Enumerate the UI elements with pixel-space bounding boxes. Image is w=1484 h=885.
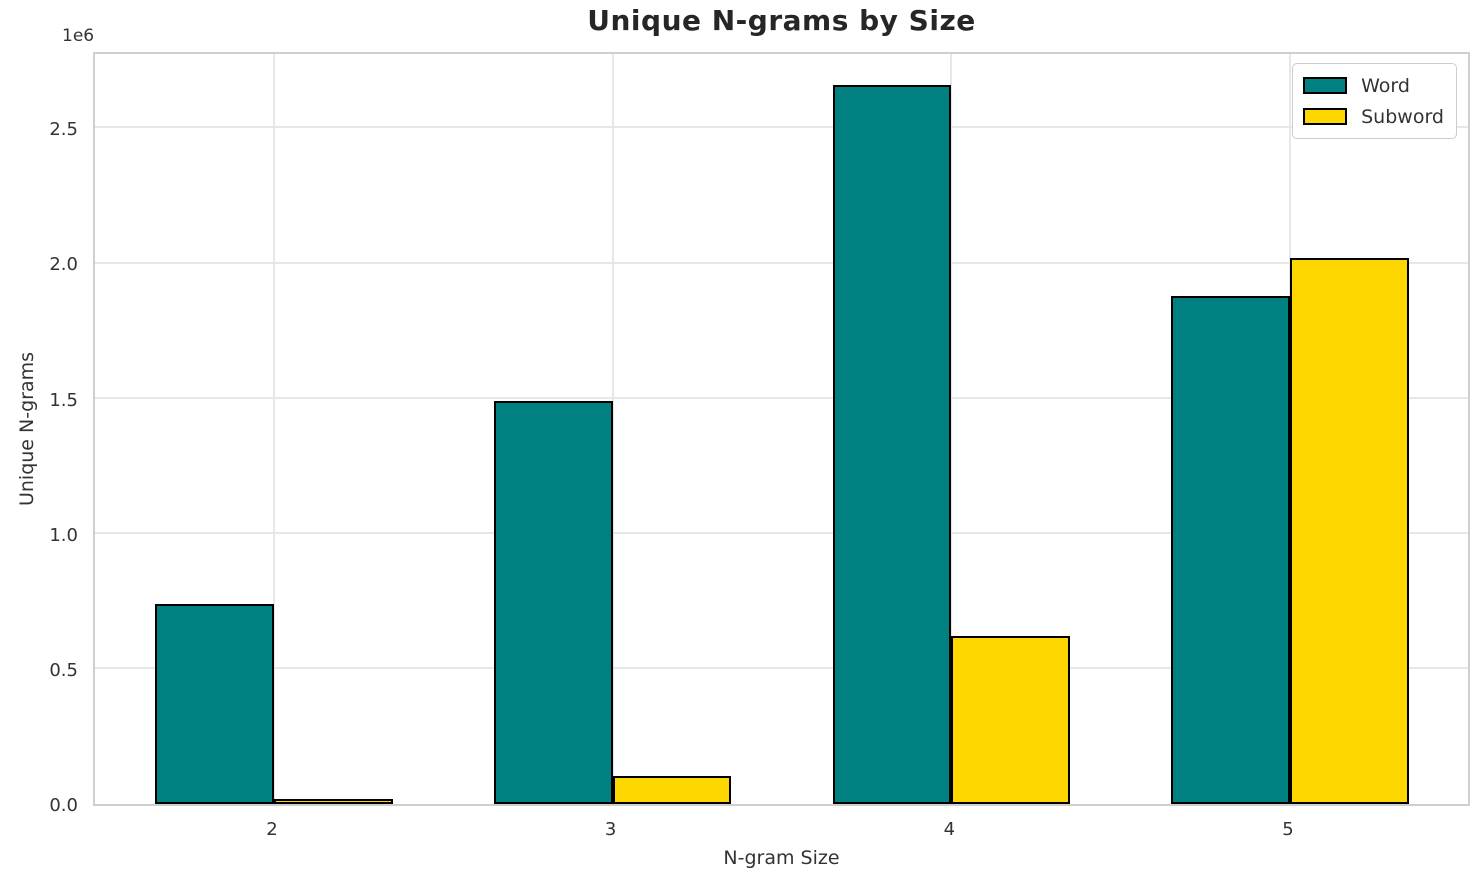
gridline-horizontal [95,126,1468,129]
bar-word-2 [155,604,274,804]
legend-swatch-subword [1303,108,1348,125]
y-tick-label: 0.0 [49,795,78,816]
y-tick-label: 2.5 [49,119,78,141]
x-tick-label: 2 [266,819,278,840]
legend-item-subword: Subword [1303,101,1444,132]
y-tick-label: 1.5 [49,389,78,411]
y-tick-label: 2.0 [49,254,78,276]
bar-word-4 [832,85,952,804]
gridline-horizontal [95,531,1468,534]
bar-subword-4 [951,636,1070,804]
legend-item-word: Word [1303,70,1444,101]
y-axis-label: Unique N-grams [16,351,38,507]
legend: Word Subword [1292,63,1457,139]
x-tick-label: 5 [1282,819,1294,840]
gridline-horizontal [95,396,1468,399]
legend-label-subword: Subword [1361,105,1444,128]
bar-subword-3 [612,775,732,804]
bar-subword-5 [1289,258,1409,804]
legend-swatch-word [1303,77,1348,94]
y-tick-label: 0.5 [49,659,78,681]
gridline-vertical [272,54,275,804]
gridline-vertical [611,54,614,804]
bar-word-5 [1171,295,1290,804]
gridline-horizontal [95,666,1468,669]
legend-label-word: Word [1361,74,1410,97]
x-axis-label: N-gram Size [723,847,840,869]
bar-subword-2 [273,799,393,804]
chart-title: Unique N-grams by Size [587,4,976,37]
y-tick-label: 1.0 [49,524,78,546]
plot-area: Word Subword [93,52,1470,806]
x-tick-label: 3 [604,819,617,840]
bar-word-3 [494,401,613,804]
gridline-horizontal [95,261,1468,264]
x-tick-label: 4 [943,819,956,840]
gridline-vertical [950,54,953,804]
y-axis-offset-label: 1e6 [62,26,95,46]
